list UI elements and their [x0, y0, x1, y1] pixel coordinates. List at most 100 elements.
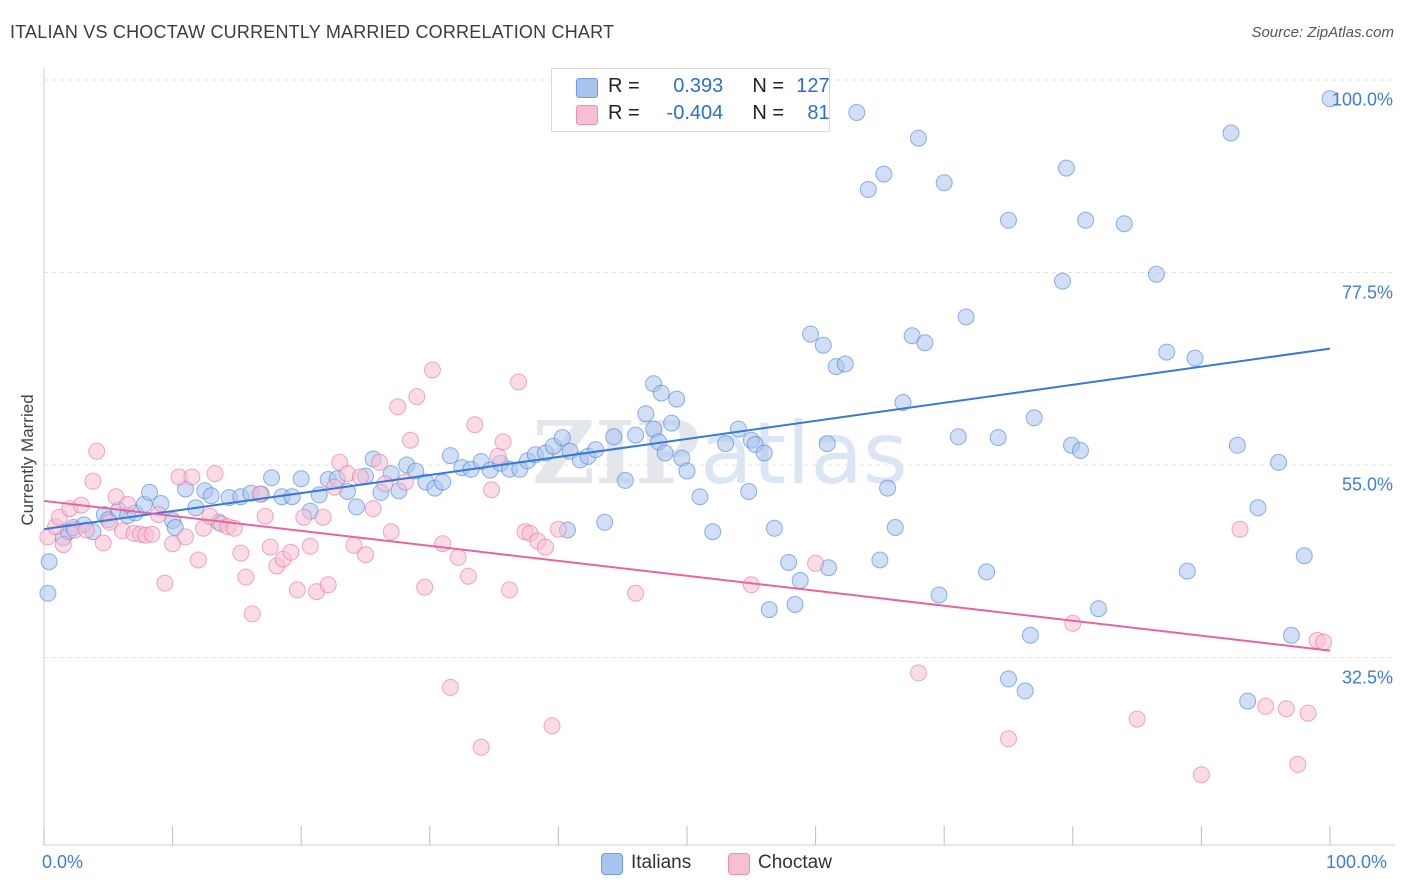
source-label: Source: ZipAtlas.com	[1251, 24, 1394, 41]
data-point	[1057, 159, 1075, 177]
data-point	[1077, 211, 1095, 229]
x-tick-label: 100.0%	[1326, 852, 1388, 872]
data-point	[364, 500, 382, 518]
chart-title: ITALIAN VS CHOCTAW CURRENTLY MARRIED COR…	[10, 22, 615, 42]
n-value: 127	[796, 75, 830, 97]
x-tick-label: 0.0%	[42, 852, 84, 872]
n-label: N =	[752, 75, 785, 97]
data-point	[807, 554, 825, 572]
data-point	[930, 586, 948, 604]
data-point	[434, 535, 452, 553]
data-point	[510, 373, 527, 391]
data-point	[101, 513, 119, 531]
data-point	[39, 584, 57, 602]
data-point	[910, 129, 927, 147]
data-point	[553, 429, 571, 447]
data-point	[1072, 442, 1089, 459]
data-point	[348, 498, 365, 516]
data-point	[1257, 697, 1275, 715]
data-point	[989, 429, 1007, 447]
correlation-legend: R = 0.393 N = 127 R = -0.404 N = 81	[551, 68, 830, 132]
data-point	[237, 568, 255, 586]
data-point	[935, 174, 953, 192]
data-point	[54, 536, 72, 554]
data-point	[587, 441, 605, 459]
data-point	[1025, 409, 1043, 427]
trend-line-choctaw	[43, 499, 1331, 652]
data-point	[1277, 700, 1295, 718]
data-point	[668, 390, 686, 408]
data-point	[605, 428, 623, 446]
data-point	[256, 507, 274, 525]
data-point	[141, 483, 158, 501]
data-point	[1249, 499, 1267, 517]
data-point	[1000, 211, 1017, 229]
data-point	[1178, 562, 1196, 580]
data-point	[637, 405, 655, 423]
data-point	[818, 435, 836, 453]
data-point	[243, 605, 261, 623]
data-point	[596, 513, 614, 531]
data-point	[1270, 453, 1288, 471]
series-choctaw	[39, 361, 1333, 784]
data-point	[156, 574, 174, 592]
data-point	[1299, 704, 1317, 722]
data-point	[376, 475, 394, 493]
data-point	[1000, 730, 1017, 748]
data-point	[848, 104, 866, 121]
data-point	[189, 551, 207, 569]
legend-text: R = -0.404 N = 81	[608, 102, 830, 125]
data-point	[441, 447, 459, 465]
data-point	[1239, 692, 1257, 710]
data-point	[729, 420, 747, 438]
axes	[43, 68, 1395, 846]
data-point	[183, 468, 201, 486]
data-point	[1000, 670, 1017, 688]
y-tick-label: 77.5%	[1341, 282, 1393, 302]
data-point	[663, 414, 681, 432]
data-point	[466, 416, 484, 434]
r-label: R =	[608, 102, 640, 124]
legend-text: R = 0.393 N = 127	[608, 75, 830, 98]
data-point	[1231, 520, 1249, 538]
data-point	[652, 384, 670, 402]
data-point	[1158, 343, 1176, 361]
data-point	[416, 578, 434, 596]
data-point	[389, 398, 407, 416]
data-point	[894, 394, 912, 411]
data-point	[627, 426, 645, 444]
data-point	[263, 469, 281, 487]
data-point	[77, 521, 95, 539]
legend-swatch-italians	[576, 78, 598, 98]
data-point	[1228, 436, 1246, 454]
data-point	[314, 508, 332, 526]
data-point	[780, 554, 798, 571]
data-point	[292, 470, 310, 488]
data-point	[814, 336, 832, 354]
y-tick-label: 55.0%	[1341, 474, 1393, 495]
data-point	[879, 479, 897, 497]
r-value: -0.404	[666, 102, 724, 124]
data-point	[1147, 265, 1165, 283]
data-point	[786, 596, 804, 613]
data-point	[859, 181, 877, 198]
data-point	[1064, 614, 1082, 632]
data-point	[1021, 626, 1039, 644]
data-point	[1192, 766, 1210, 784]
data-point	[1128, 710, 1146, 728]
data-point	[84, 472, 102, 490]
data-point	[472, 738, 490, 756]
data-point	[1186, 349, 1204, 367]
legend-swatch-choctaw	[576, 105, 598, 125]
data-point	[678, 462, 696, 480]
data-point	[206, 465, 224, 483]
watermark-atlas: atlas	[700, 404, 908, 504]
data-point	[357, 546, 374, 564]
data-point	[407, 462, 425, 480]
data-point	[549, 520, 567, 538]
data-point	[434, 473, 452, 491]
data-point	[494, 433, 512, 451]
data-point	[1016, 682, 1034, 700]
data-point	[143, 525, 161, 543]
data-point	[88, 442, 106, 460]
